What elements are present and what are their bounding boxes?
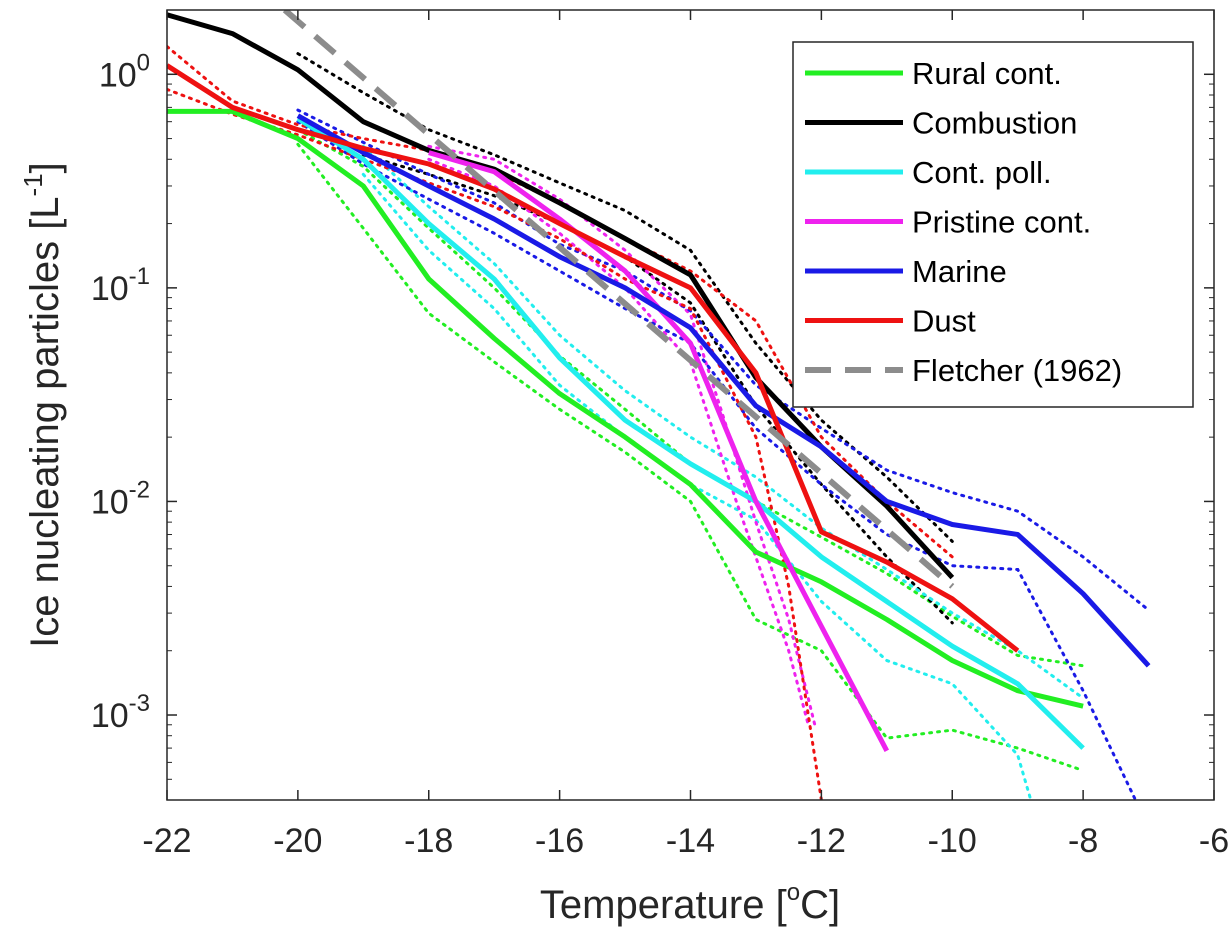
legend-label-fletcher-1962: Fletcher (1962) (912, 353, 1122, 388)
series-cont-poll-line (296, 116, 1085, 750)
x-axis-label-unit: C] (800, 883, 840, 927)
x-tick-label: -8 (1068, 822, 1098, 860)
y-tick-label: 10-3 (91, 690, 150, 735)
y-tick-label-base: 10 (91, 270, 129, 308)
series-dust-lower-bound (167, 87, 823, 800)
legend-items: Rural cont. Combustion Cont. poll. Pristine… (805, 56, 1122, 388)
series-fletcher-1962-line (282, 10, 955, 589)
x-tick-label: -14 (666, 822, 715, 860)
y-tick-label-base: 10 (99, 56, 137, 94)
series-layer (167, 10, 1151, 800)
x-tick-label: -18 (404, 822, 453, 860)
x-tick-label: -6 (1199, 822, 1229, 860)
x-axis-label: Temperature [oC] (540, 879, 840, 927)
series-rural-cont-line (167, 108, 1084, 709)
y-axis-label-end: ] (23, 162, 67, 173)
y-tick-label-exp: -1 (129, 263, 150, 290)
series-rural-cont-lower-bound (296, 142, 1085, 772)
legend: Rural cont. Combustion Cont. poll. Pristine… (792, 41, 1194, 408)
y-tick-label: 10-1 (91, 263, 150, 308)
legend-label-combustion: Combustion (912, 106, 1077, 141)
x-axis-label-main: Temperature [ (540, 883, 787, 927)
series-dust-upper-bound (167, 45, 954, 559)
series-cont-poll-lower-bound (361, 172, 1033, 800)
series-marine-upper-bound (296, 108, 1151, 612)
x-tick-label: -10 (928, 822, 977, 860)
x-tick-label: -20 (273, 822, 322, 860)
y-tick-label-exp: -2 (129, 476, 150, 503)
x-tick-label: -12 (797, 822, 846, 860)
y-tick-label-exp: -3 (129, 690, 150, 717)
series-dust-line (167, 63, 1020, 653)
y-axis-label-main: Ice nucleating particles [L (23, 196, 67, 647)
y-tick-label-base: 10 (91, 697, 129, 735)
x-axis-label-degree: o (787, 879, 800, 906)
series-combustion-lower-bound (361, 153, 954, 625)
y-tick-label: 10-2 (91, 476, 150, 521)
series-marine-line (296, 113, 1151, 668)
y-tick-label: 100 (99, 49, 150, 94)
legend-label-cont-poll: Cont. poll. (912, 155, 1052, 190)
y-axis-label: Ice nucleating particles [L-1] (18, 162, 67, 648)
legend-label-rural-cont: Rural cont. (912, 56, 1062, 91)
series-cont-poll-upper-bound (361, 144, 1085, 700)
x-tick-label: -22 (142, 822, 191, 860)
legend-label-pristine-cont: Pristine cont. (912, 205, 1091, 240)
legend-label-marine: Marine (912, 254, 1007, 289)
y-tick-label-base: 10 (91, 483, 129, 521)
y-axis-label-exp: -1 (18, 173, 48, 196)
y-tick-label-exp: 0 (137, 49, 150, 76)
x-tick-label: -16 (535, 822, 584, 860)
legend-box (792, 41, 1194, 408)
legend-label-dust: Dust (912, 304, 976, 339)
